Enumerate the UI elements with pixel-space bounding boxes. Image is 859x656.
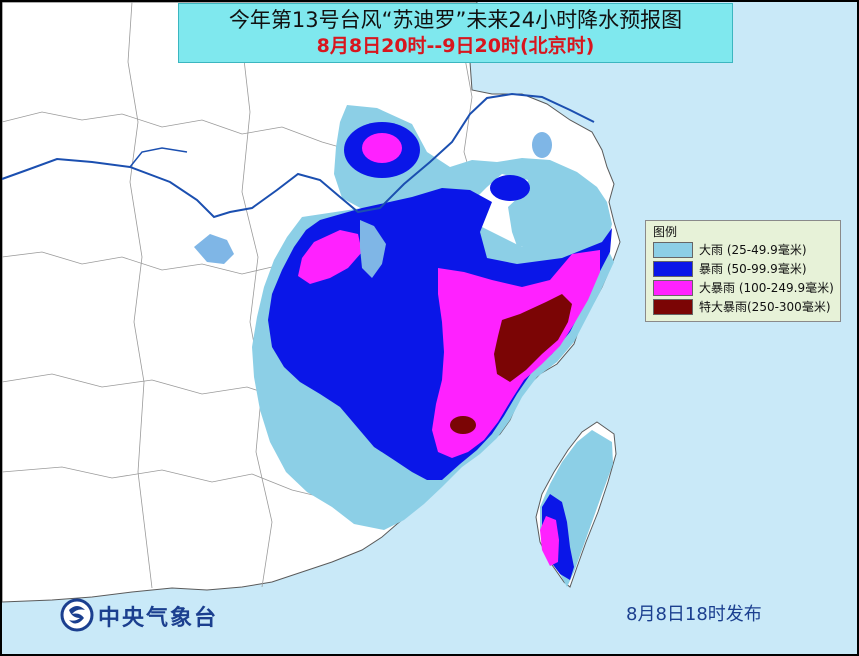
legend-label: 大雨 (25-49.9毫米) bbox=[699, 243, 807, 257]
rainfall-zone-rainstorm-east bbox=[490, 175, 530, 201]
poyang-lake bbox=[360, 220, 386, 278]
legend-title: 图例 bbox=[653, 225, 678, 239]
rainfall-zone-extreme-rain-spot bbox=[450, 416, 476, 434]
river-branch bbox=[129, 147, 188, 168]
cma-name: 中央气象台 bbox=[98, 606, 219, 631]
cma-emblem-icon bbox=[60, 598, 94, 632]
rainfall-zone-torrential-rain-northwest bbox=[298, 230, 362, 284]
dongting-lake bbox=[194, 234, 234, 264]
rainfall-zone-extreme-rain bbox=[494, 294, 572, 382]
taihu-lake bbox=[532, 132, 552, 158]
legend-label: 特大暴雨(250-300毫米) bbox=[699, 300, 831, 314]
legend-label: 暴雨 (50-99.9毫米) bbox=[699, 262, 807, 276]
forecast-period: 8月8日20时--9日20时(北京时) bbox=[316, 35, 595, 57]
legend-swatch bbox=[653, 299, 693, 315]
rainfall-zone-torrential-rain-north bbox=[362, 133, 402, 163]
map-legend: 图例 大雨 (25-49.9毫米) 暴雨 (50-99.9毫米) 大暴雨 (10… bbox=[645, 220, 841, 322]
legend-swatch bbox=[653, 242, 693, 258]
legend-swatch bbox=[653, 261, 693, 277]
legend-swatch bbox=[653, 280, 693, 296]
map-title-box: 今年第13号台风“苏迪罗”未来24小时降水预报图 8月8日20时--9日20时(… bbox=[178, 3, 733, 63]
rainfall-zone-torrential-rain-taiwan bbox=[540, 516, 559, 566]
legend-label: 大暴雨 (100-249.9毫米) bbox=[699, 281, 834, 295]
map-title: 今年第13号台风“苏迪罗”未来24小时降水预报图 bbox=[228, 8, 683, 32]
issue-time: 8月8日18时发布 bbox=[626, 604, 762, 625]
